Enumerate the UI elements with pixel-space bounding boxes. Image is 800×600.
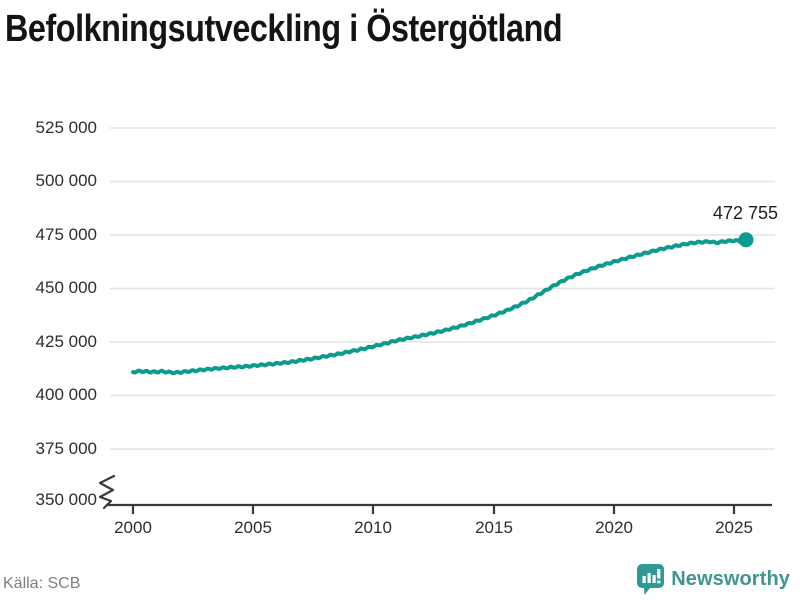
x-tick-label: 2015 bbox=[475, 518, 513, 537]
x-tick-label: 2020 bbox=[595, 518, 633, 537]
brand-name: Newsworthy bbox=[671, 568, 790, 590]
y-tick-label: 450 000 bbox=[35, 278, 97, 297]
source-credit: Källa: SCB bbox=[3, 575, 81, 592]
x-tick-label: 2025 bbox=[715, 518, 753, 537]
newsworthy-logo: Newsworthy bbox=[637, 564, 790, 595]
x-tick-label: 2005 bbox=[234, 518, 272, 537]
y-tick-label: 350 000 bbox=[35, 490, 97, 509]
y-tick-label: 400 000 bbox=[35, 385, 97, 404]
end-point-dot bbox=[738, 232, 754, 248]
y-tick-label: 375 000 bbox=[35, 439, 97, 458]
x-tick-label: 2000 bbox=[114, 518, 152, 537]
y-tick-label: 500 000 bbox=[35, 171, 97, 190]
gridlines bbox=[110, 127, 775, 450]
end-value-label: 472 755 bbox=[712, 203, 778, 223]
newsworthy-bubble-chart-icon bbox=[637, 564, 665, 595]
y-tick-label: 425 000 bbox=[35, 332, 97, 351]
axis-break-icon bbox=[98, 474, 116, 510]
x-tick-label: 2010 bbox=[354, 518, 392, 537]
population-line bbox=[131, 237, 748, 376]
y-tick-label: 525 000 bbox=[35, 118, 97, 137]
chart-title: Befolkningsutveckling i Östergötland bbox=[5, 8, 563, 50]
y-tick-label: 475 000 bbox=[35, 225, 97, 244]
x-axis bbox=[107, 503, 772, 514]
